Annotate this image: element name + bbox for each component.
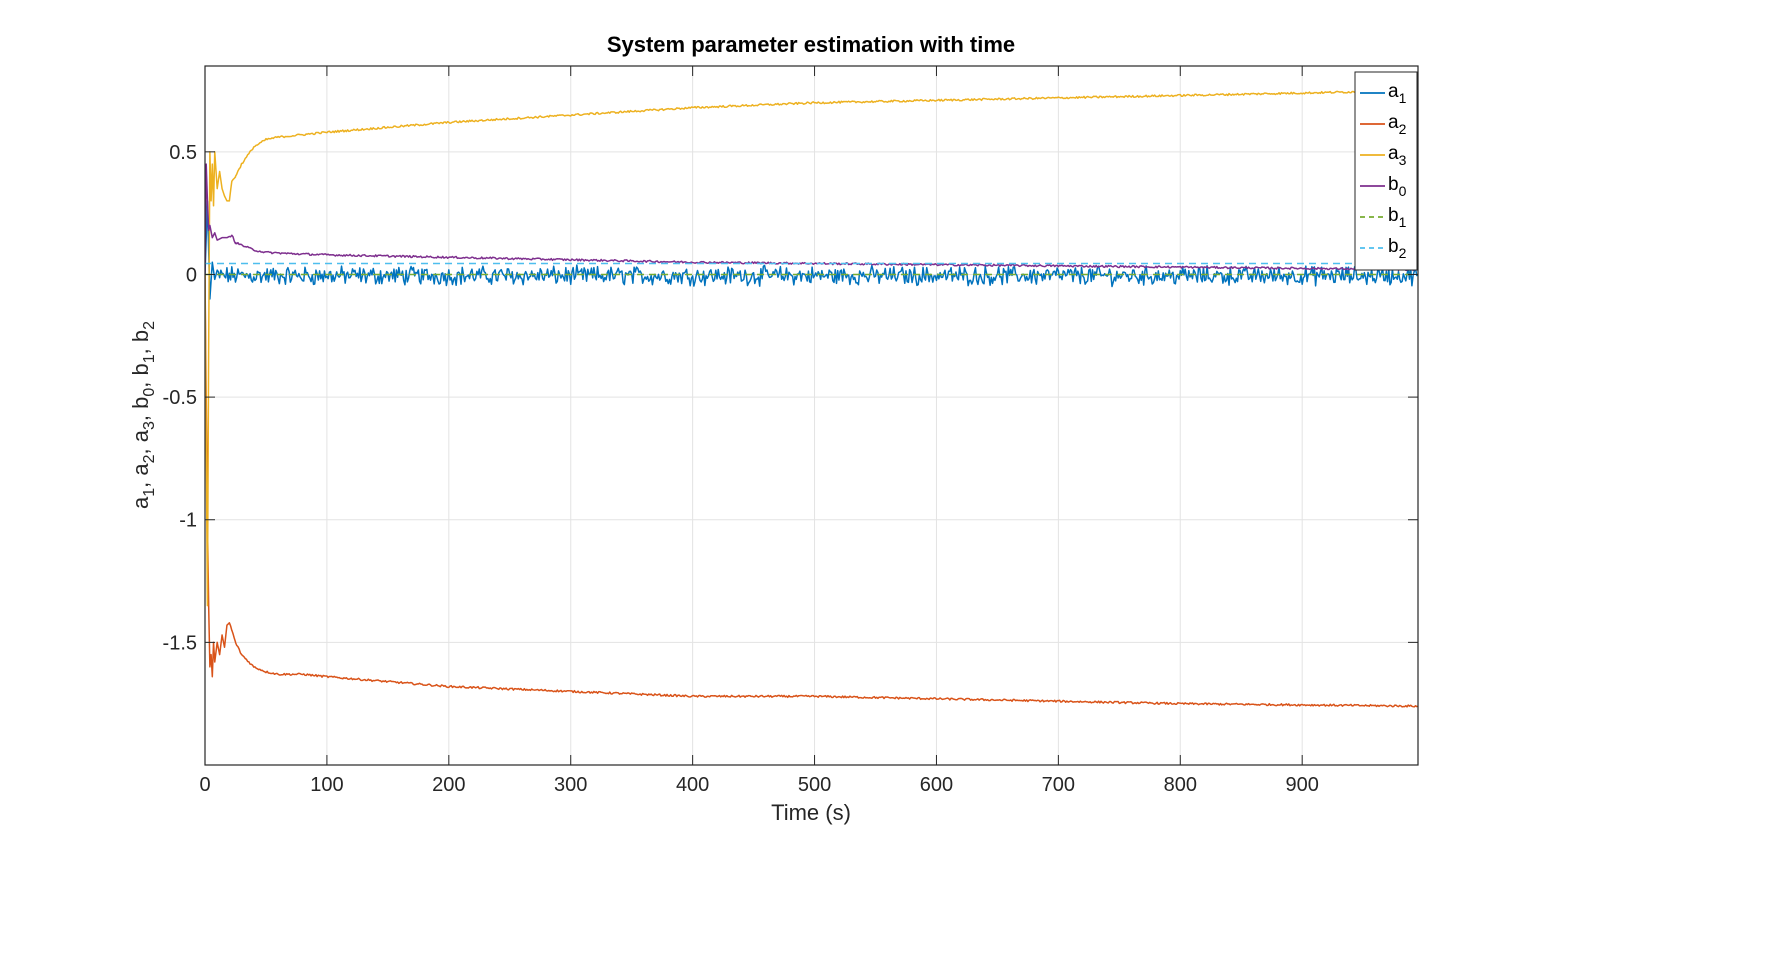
series-line-a2: [205, 274, 1418, 708]
x-axis-label: Time (s): [771, 800, 851, 825]
y-tick-label: 0.5: [169, 142, 197, 164]
y-tick-label: -1.5: [163, 632, 197, 654]
legend-label-b2: b2: [1388, 236, 1407, 261]
plot-lines: [205, 88, 1418, 708]
y-tick-label: 0: [186, 264, 197, 286]
series-line-a1: [205, 200, 1418, 300]
x-tick-label: 900: [1285, 774, 1318, 796]
x-tick-label: 700: [1042, 774, 1075, 796]
legend-box: [1354, 71, 1418, 271]
y-tick-label: -1: [179, 510, 197, 532]
x-tick-label: 500: [798, 774, 831, 796]
legend-label-b1: b1: [1388, 205, 1407, 230]
x-tick-label: 100: [310, 774, 343, 796]
axis-ticks: 0 100 200 300 400 500 600 700 800 900 0.5 0 -0.5 -1 -1…: [163, 66, 1418, 796]
legend-label-b0: b0: [1388, 174, 1407, 199]
x-tick-label: 600: [920, 774, 953, 796]
y-tick-label: -0.5: [163, 387, 197, 409]
legend-label-a3: a3: [1388, 143, 1407, 168]
x-tick-label: 200: [432, 774, 465, 796]
x-tick-label: 0: [199, 774, 210, 796]
y-axis-label: a1, a2, a3, b0, b1, b2: [128, 321, 158, 509]
x-tick-label: 800: [1164, 774, 1197, 796]
x-tick-label: 300: [554, 774, 587, 796]
legend: a1 a2 a3 b0 b1 b2: [1354, 71, 1418, 271]
x-tick-label: 400: [676, 774, 709, 796]
legend-label-a2: a2: [1388, 112, 1407, 137]
series-line-a3: [205, 88, 1418, 607]
chart-title: System parameter estimation with time: [607, 32, 1015, 57]
legend-label-a1: a1: [1388, 81, 1407, 106]
plot-frame: [204, 65, 1419, 766]
